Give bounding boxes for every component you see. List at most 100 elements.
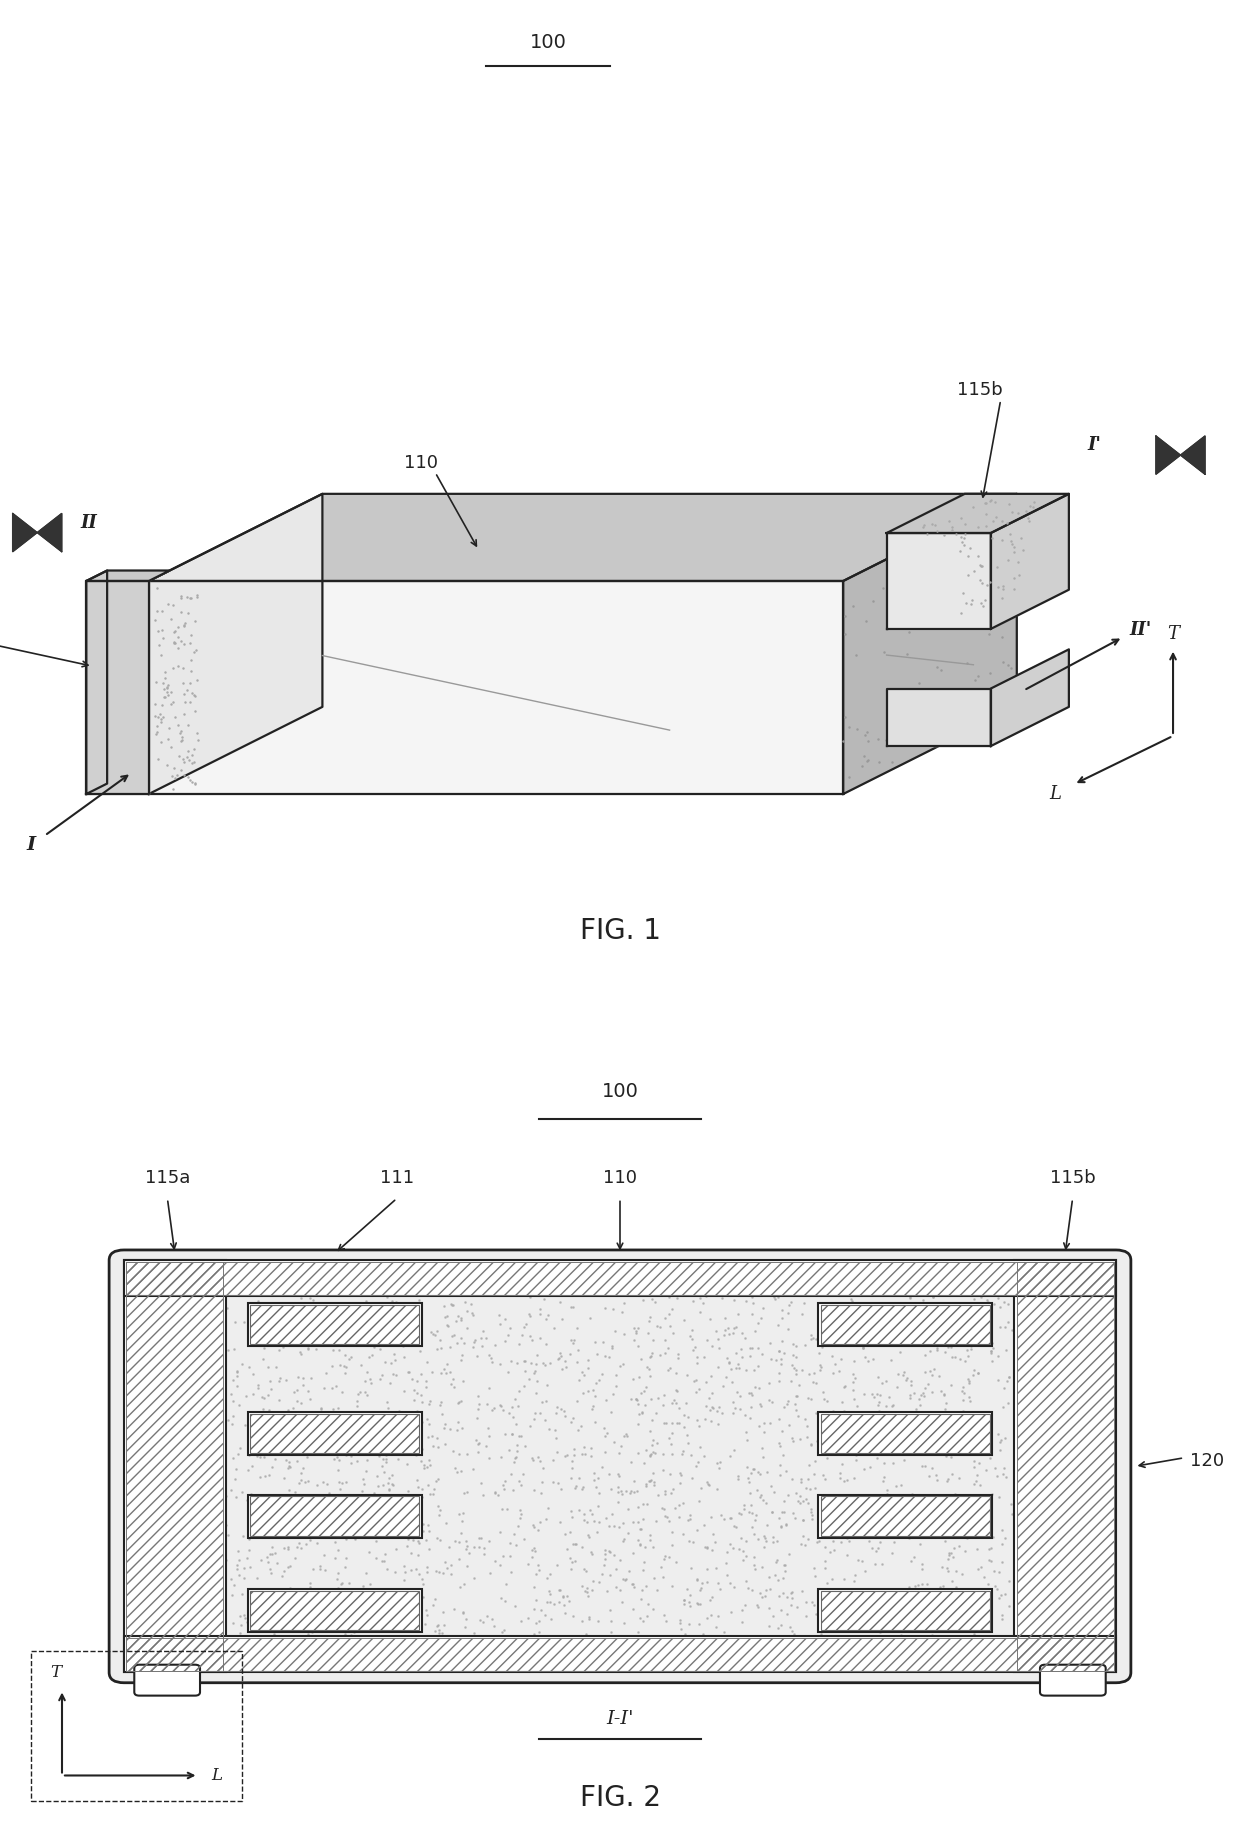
Point — [1007, 1549, 1027, 1579]
Point — [817, 1633, 837, 1663]
Point — [331, 1522, 351, 1551]
Point — [872, 1599, 892, 1628]
Point — [653, 1379, 673, 1409]
Point — [1033, 1518, 1053, 1547]
Point — [836, 1613, 856, 1642]
Point — [1074, 1524, 1094, 1553]
Point — [1021, 1593, 1040, 1622]
Point — [308, 1471, 327, 1500]
Point — [789, 1370, 808, 1399]
Point — [372, 1451, 392, 1480]
Point — [267, 1277, 286, 1306]
Point — [1047, 1520, 1066, 1549]
Point — [754, 1418, 774, 1447]
Point — [606, 1372, 626, 1401]
Point — [911, 1427, 931, 1456]
Point — [226, 1308, 246, 1337]
Point — [589, 1507, 609, 1537]
Point — [894, 1445, 914, 1474]
Point — [272, 1323, 291, 1352]
Point — [506, 1443, 526, 1473]
Point — [361, 1368, 381, 1398]
Point — [523, 1509, 543, 1538]
Point — [795, 1330, 815, 1359]
Point — [1045, 1584, 1065, 1613]
Point — [916, 1407, 936, 1436]
Point — [872, 1513, 892, 1542]
Point — [329, 1573, 348, 1602]
Point — [357, 1326, 377, 1356]
Point — [453, 1597, 472, 1626]
Point — [898, 1511, 918, 1540]
Point — [877, 1476, 897, 1505]
Point — [911, 1381, 931, 1410]
Point — [222, 1580, 242, 1610]
Point — [815, 1553, 835, 1582]
Point — [954, 1321, 973, 1350]
Point — [469, 1381, 489, 1410]
Point — [176, 1401, 196, 1431]
Point — [750, 1390, 770, 1420]
Point — [689, 1610, 709, 1639]
Point — [634, 1547, 653, 1577]
Point — [745, 1317, 765, 1346]
Point — [300, 1526, 320, 1555]
Point — [634, 1606, 653, 1635]
Point — [371, 1438, 391, 1467]
Point — [357, 1381, 377, 1410]
Point — [994, 1374, 1014, 1403]
Point — [360, 1489, 379, 1518]
Point — [746, 1476, 766, 1505]
Point — [1054, 1330, 1074, 1359]
Point — [1049, 1549, 1069, 1579]
Point — [135, 1632, 155, 1661]
Point — [414, 1451, 434, 1480]
Point — [626, 1383, 646, 1412]
Point — [539, 1560, 559, 1589]
Point — [383, 1471, 403, 1500]
Point — [677, 1575, 697, 1604]
Point — [398, 1476, 418, 1505]
Point — [179, 1387, 198, 1416]
Bar — [1014, 1261, 1116, 1672]
Point — [552, 1341, 572, 1370]
Point — [418, 1261, 438, 1290]
Point — [660, 1299, 680, 1328]
Point — [284, 1440, 304, 1469]
Point — [670, 1469, 689, 1498]
Point — [915, 1357, 935, 1387]
Point — [774, 1442, 794, 1471]
Point — [687, 1642, 707, 1672]
Point — [554, 1346, 574, 1376]
Point — [1045, 1336, 1065, 1365]
Point — [949, 1531, 968, 1560]
Point — [215, 1389, 234, 1418]
Point — [391, 1416, 410, 1445]
Point — [739, 1378, 759, 1407]
Point — [160, 1588, 180, 1617]
Point — [471, 1467, 491, 1496]
Point — [345, 1526, 365, 1555]
Point — [551, 1577, 570, 1606]
Point — [647, 1637, 667, 1666]
FancyBboxPatch shape — [109, 1250, 1131, 1683]
Point — [847, 1392, 867, 1421]
Point — [533, 1261, 553, 1290]
Point — [453, 1622, 472, 1652]
Point — [438, 1553, 458, 1582]
Point — [356, 1494, 376, 1524]
Point — [967, 1535, 987, 1564]
Point — [983, 1334, 1003, 1363]
Point — [1027, 1593, 1047, 1622]
Point — [1009, 1555, 1029, 1584]
Point — [427, 1315, 446, 1345]
Point — [999, 1363, 1019, 1392]
Point — [211, 1341, 231, 1370]
Point — [580, 1496, 600, 1526]
Point — [805, 1553, 825, 1582]
Point — [817, 1443, 837, 1473]
Point — [977, 1604, 997, 1633]
Point — [754, 1522, 774, 1551]
Point — [697, 1533, 717, 1562]
Point — [578, 1376, 598, 1405]
